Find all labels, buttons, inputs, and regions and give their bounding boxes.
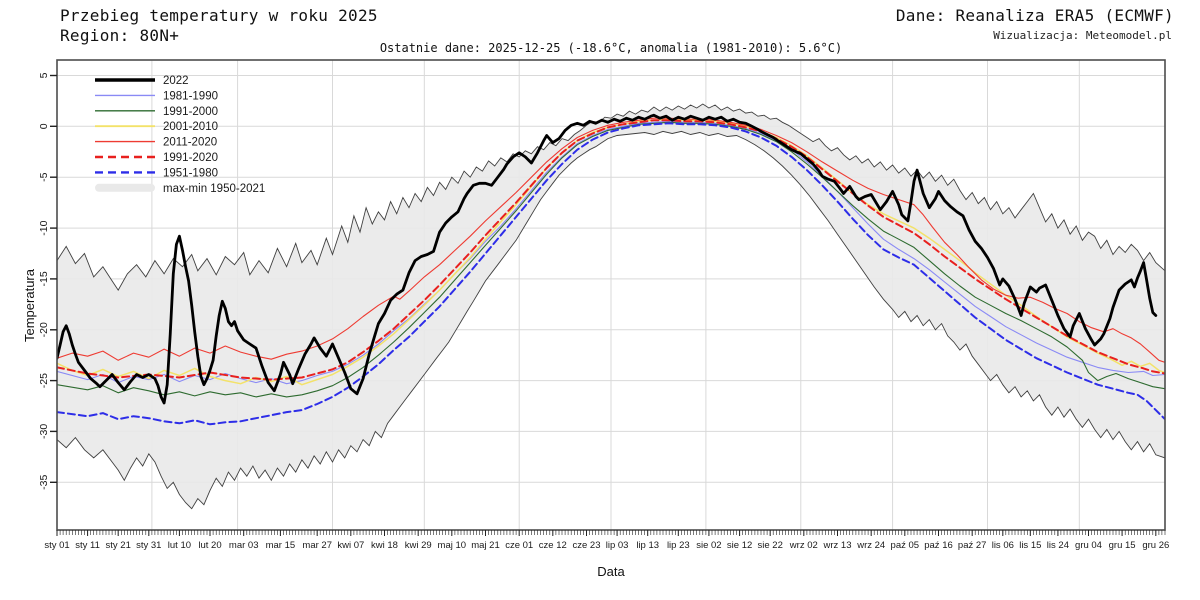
x-tick-label: lip 23 [667,540,690,551]
legend-item-1951-1980: 1951-1980 [95,167,218,179]
legend-item-2001-2010: 2001-2010 [95,121,218,133]
x-tick-label: sie 12 [727,540,752,551]
band-min-edge [57,130,1165,510]
x-tick-label: kwi 18 [371,540,398,551]
legend-item-max-min-1950-2021: max-min 1950-2021 [95,183,265,195]
y-axis: 5 0 -5 -10 -15 -20 -25 -30 -35 [38,72,57,490]
x-tick-label: lip 03 [606,540,629,551]
legend-item-2011-2020: 2011-2020 [95,137,217,149]
x-minor-ticks [56,530,1166,535]
x-tick-label: lis 15 [1019,540,1041,551]
legend-item-1981-1990: 1981-1990 [95,90,218,102]
data-source-label: Dane: Reanaliza ERA5 (ECMWF) [895,6,1174,25]
x-tick-label: cze 01 [505,540,533,551]
legend-label: 1991-2020 [163,152,218,164]
x-tick-label: wrz 13 [823,540,852,551]
x-tick-label: paź 16 [924,540,953,551]
x-tick-label: sty 11 [75,540,100,551]
x-tick-label: wrz 24 [856,540,885,551]
x-tick-label: sie 02 [696,540,721,551]
legend-label: max-min 1950-2021 [163,183,265,195]
series-lines [57,113,1165,426]
series-1951-1980 [57,122,1165,426]
legend-label: 2022 [163,75,189,87]
latest-data-subtitle: Ostatnie dane: 2025-12-25 (-18.6°C, anom… [379,41,843,55]
y-tick-label: -35 [38,475,50,490]
x-tick-label: lis 06 [992,540,1014,551]
y-tick-label: -30 [38,424,50,439]
x-tick-label: maj 21 [471,540,500,551]
x-tick-label: mar 27 [302,540,332,551]
visualization-credit: Wizualizacja: Meteomodel.pl [993,29,1172,42]
x-tick-label: lut 20 [198,540,221,551]
legend-label: 2001-2010 [163,121,218,133]
x-tick-label: gru 15 [1109,540,1136,551]
x-tick-label: kwi 07 [337,540,364,551]
legend: 2022 1981-1990 1991-2000 2001-2010 2011-2020… [95,75,265,195]
legend-band-swatch [95,183,155,192]
x-tick-label: gru 26 [1142,540,1169,551]
y-tick-label: 5 [38,72,50,78]
x-tick-label: kwi 29 [405,540,432,551]
x-tick-label: lut 10 [168,540,191,551]
x-tick-label: maj 10 [438,540,467,551]
x-tick-label: lip 13 [636,540,659,551]
x-tick-label: sty 31 [136,540,161,551]
x-tick-label: cze 12 [539,540,567,551]
x-tick-label: cze 23 [573,540,601,551]
legend-label: 1951-1980 [163,167,218,179]
x-tick-label: paź 05 [891,540,920,551]
y-tick-label: -15 [38,271,50,286]
x-tick-label: sie 22 [758,540,783,551]
legend-item-1991-2000: 1991-2000 [95,106,218,118]
legend-item-2022: 2022 [95,75,189,87]
band-max-min [57,104,1165,509]
y-tick-label: 0 [38,123,50,129]
x-tick-label: lis 24 [1047,540,1069,551]
series-1981-1990 [57,120,1165,385]
legend-label: 1991-2000 [163,106,218,118]
legend-item-1991-2020: 1991-2020 [95,152,218,164]
x-tick-label: gru 04 [1075,540,1102,551]
legend-label: 1981-1990 [163,90,218,102]
y-tick-label: -10 [38,220,50,235]
x-tick-label: sty 01 [44,540,69,551]
page-title: Przebieg temperatury w roku 2025 [60,6,378,25]
band-max-edge [57,103,1165,291]
x-axis-title: Data [597,564,625,579]
y-tick-label: -25 [38,373,50,388]
x-axis: sty 01 sty 11 sty 21 sty 31 lut 10 lut 20 mar … [44,530,1169,551]
x-tick-label: wrz 02 [789,540,818,551]
legend-label: 2011-2020 [163,137,217,149]
region-label: Region: 80N+ [60,26,180,45]
x-tick-label: mar 03 [229,540,259,551]
series-1991-2020 [57,119,1165,381]
y-tick-label: -5 [38,172,50,181]
x-tick-label: paź 27 [958,540,987,551]
y-tick-label: -20 [38,322,50,337]
band-group [57,103,1165,510]
x-tick-label: sty 21 [106,540,131,551]
x-tick-label: mar 15 [266,540,296,551]
series-2022 [57,113,1158,405]
